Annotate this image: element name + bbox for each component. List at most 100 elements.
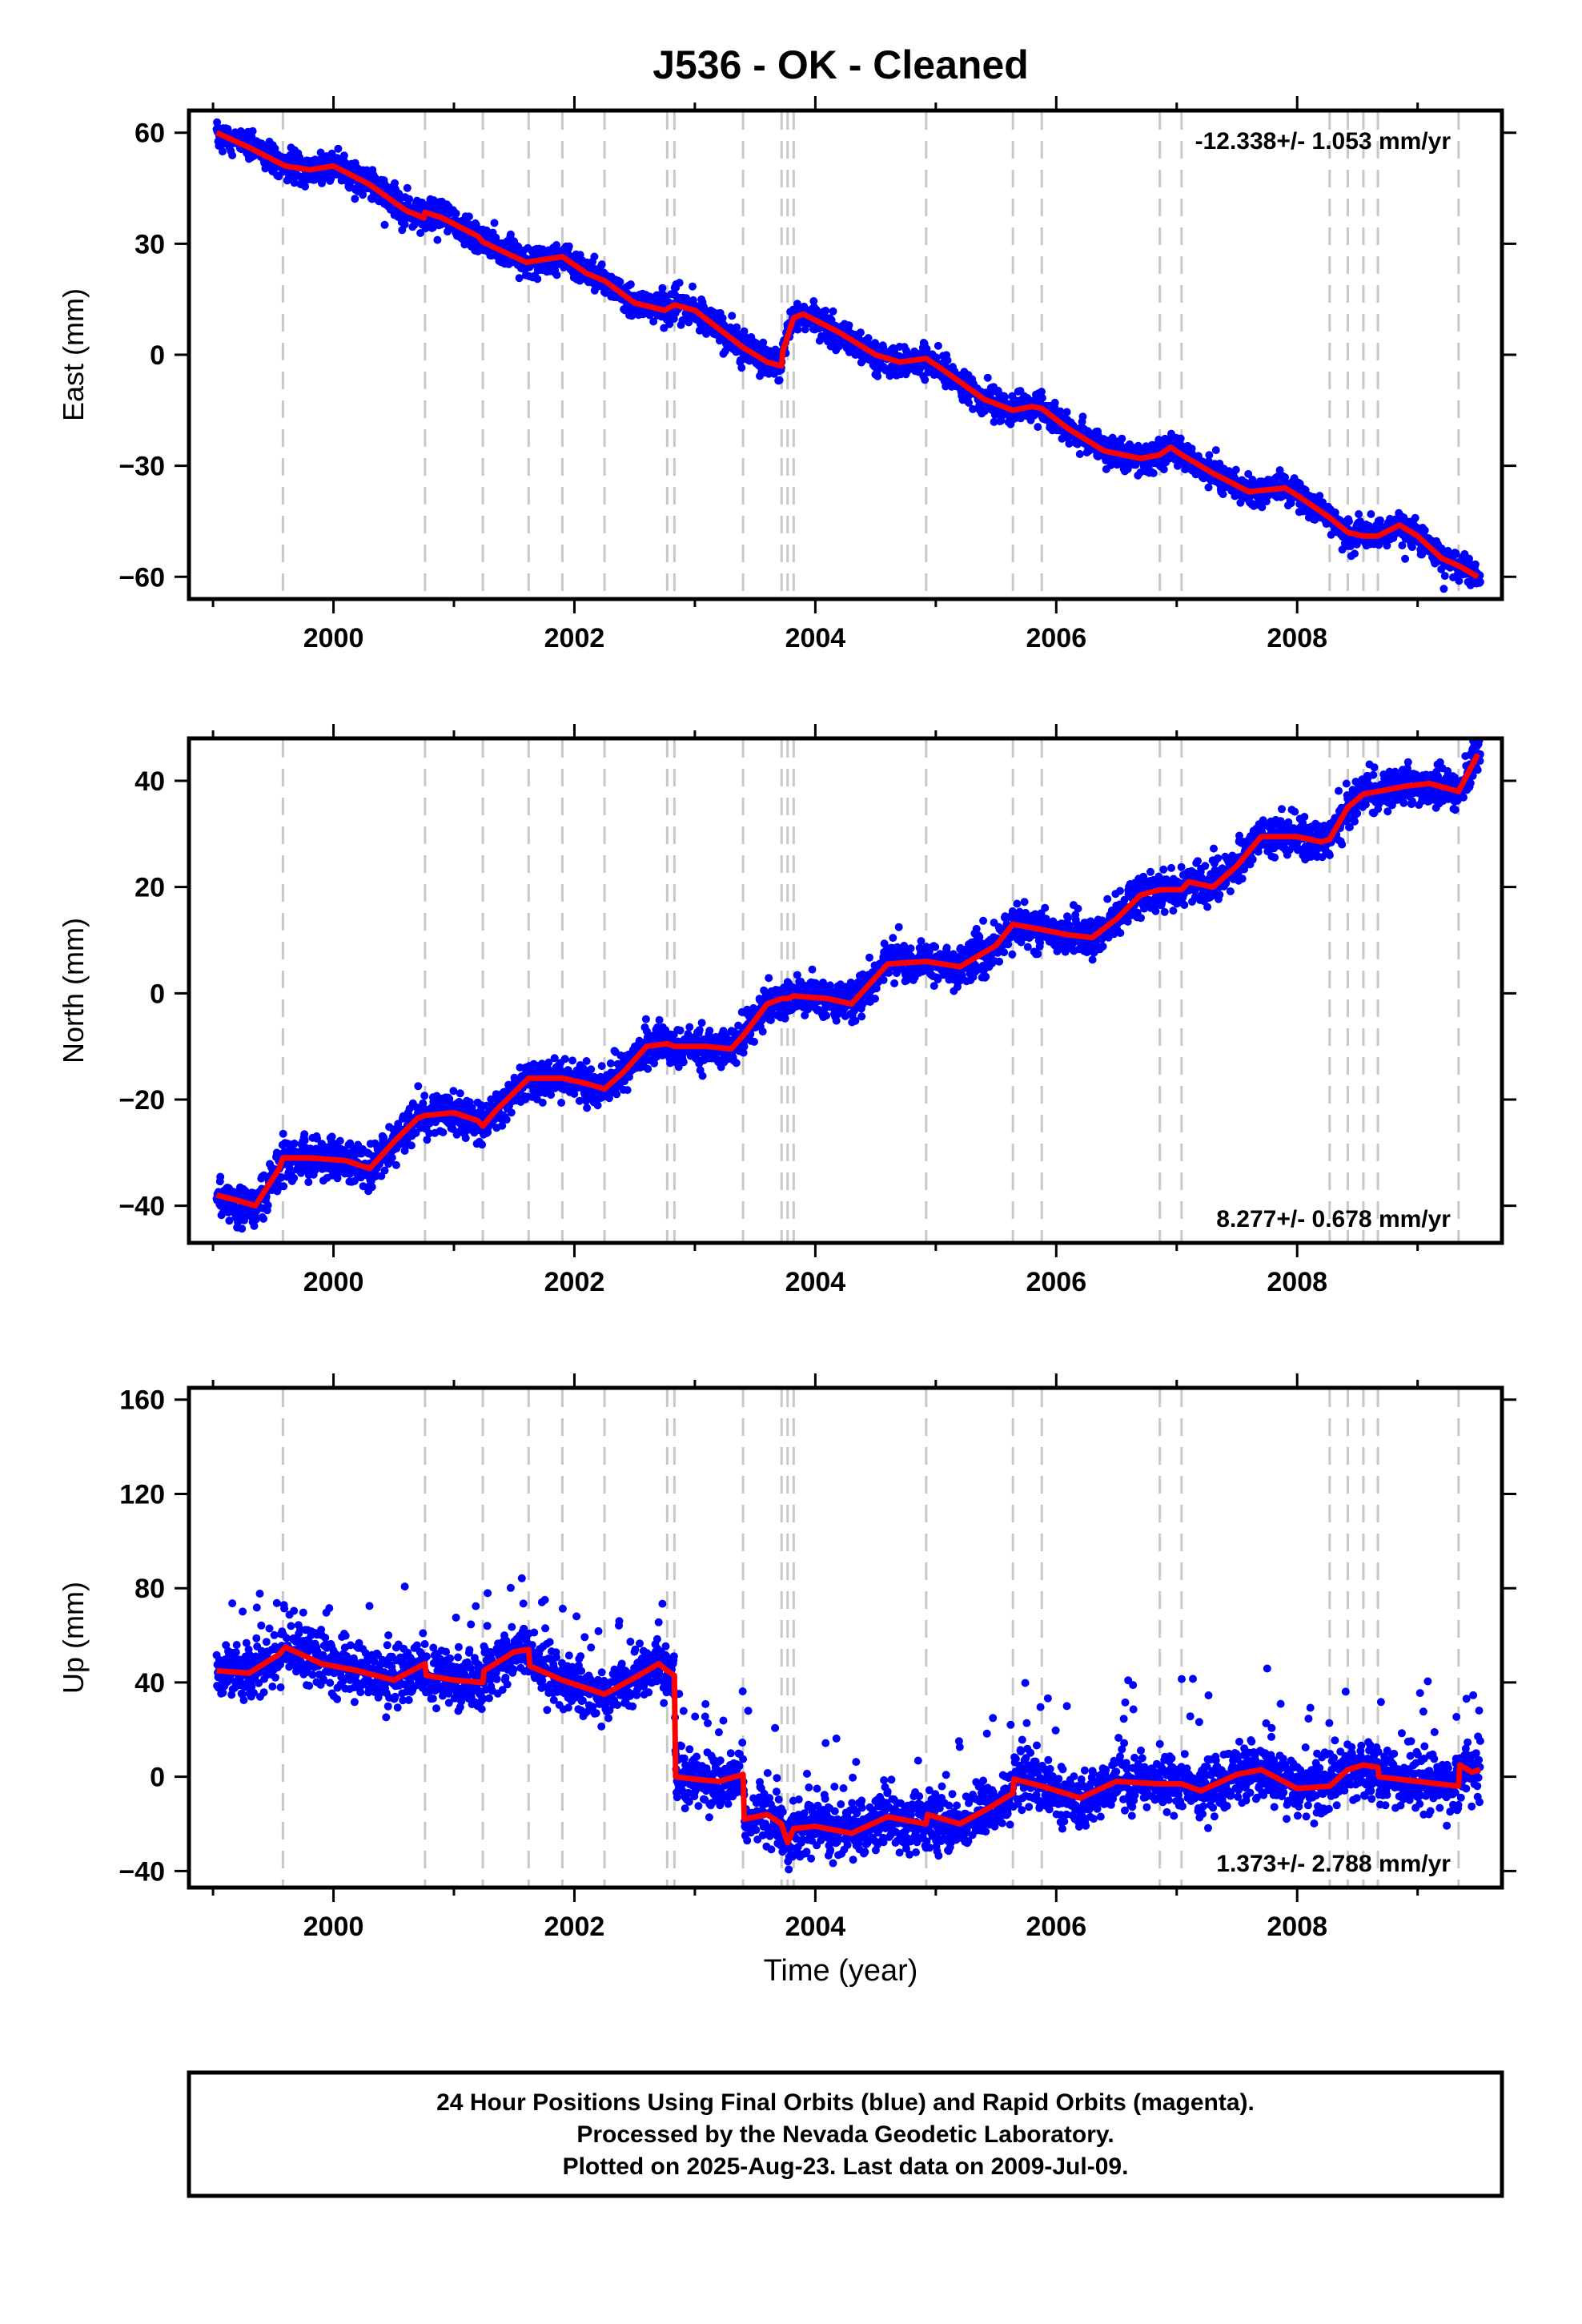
position-point <box>732 1059 741 1068</box>
position-point <box>809 297 818 305</box>
position-point <box>612 1090 621 1099</box>
position-point <box>650 1059 659 1068</box>
position-point <box>1062 408 1071 416</box>
position-point <box>642 1027 651 1035</box>
position-point <box>1439 585 1448 593</box>
position-point <box>593 1101 602 1110</box>
position-point <box>448 1124 457 1133</box>
position-point <box>568 1056 576 1065</box>
position-point <box>538 1098 547 1107</box>
position-point <box>461 1134 470 1143</box>
position-point <box>423 1136 432 1144</box>
position-point <box>1078 412 1087 421</box>
position-point <box>544 1058 553 1067</box>
position-point <box>697 1019 706 1027</box>
position-point <box>1204 483 1213 492</box>
position-point <box>583 1104 592 1112</box>
position-point <box>557 1099 566 1107</box>
position-point <box>464 212 473 221</box>
y-tick-label: 0 <box>150 340 165 371</box>
position-point <box>1351 549 1359 558</box>
position-point <box>587 1065 596 1074</box>
position-point <box>1367 510 1375 518</box>
position-point <box>641 1015 650 1023</box>
position-point <box>300 1130 309 1139</box>
position-point <box>728 312 737 320</box>
position-point <box>665 320 674 328</box>
position-point <box>550 1054 559 1063</box>
position-point <box>675 279 684 287</box>
position-point <box>1315 492 1324 501</box>
position-point <box>873 372 882 380</box>
x-tick-label: 2000 <box>303 623 364 653</box>
position-point <box>1065 440 1074 448</box>
position-point <box>740 1042 749 1051</box>
position-point <box>403 183 412 192</box>
position-point <box>414 1082 423 1091</box>
position-point <box>514 242 523 251</box>
position-point <box>507 1108 516 1117</box>
position-point <box>626 280 635 289</box>
position-point <box>533 275 542 283</box>
position-point <box>407 1141 416 1150</box>
position-point <box>515 274 524 283</box>
position-point <box>1440 572 1449 581</box>
position-point <box>263 1201 272 1209</box>
chart-title: J536 - OK - Cleaned <box>652 42 1029 87</box>
position-point <box>679 1058 688 1067</box>
position-point <box>864 334 873 343</box>
position-point <box>676 1026 685 1035</box>
position-point <box>1056 407 1065 416</box>
position-point <box>739 1048 748 1057</box>
position-point <box>1123 464 1132 473</box>
position-point <box>921 376 930 384</box>
position-point <box>590 252 599 261</box>
position-point <box>478 1140 487 1149</box>
position-point <box>685 1023 694 1031</box>
position-point <box>301 182 310 191</box>
position-point <box>400 220 409 229</box>
position-point <box>879 343 888 352</box>
position-point <box>405 195 414 203</box>
position-point <box>259 1171 268 1180</box>
position-point <box>943 356 952 364</box>
position-point <box>1476 571 1484 580</box>
position-point <box>391 1160 400 1169</box>
position-point <box>433 235 442 244</box>
position-point <box>597 260 606 269</box>
position-point <box>379 1133 388 1142</box>
x-tick-label: 2002 <box>544 623 605 653</box>
position-point <box>250 1221 259 1230</box>
position-point <box>468 1104 476 1112</box>
position-point <box>623 1086 632 1095</box>
position-point <box>1154 436 1163 444</box>
position-point <box>678 316 687 324</box>
position-point <box>327 1132 336 1141</box>
position-point <box>1275 466 1284 475</box>
position-point <box>1211 446 1220 455</box>
position-point <box>655 1015 664 1024</box>
position-point <box>271 144 279 153</box>
position-point <box>705 1027 714 1035</box>
position-point <box>380 1166 389 1175</box>
position-point <box>1034 423 1042 432</box>
position-point <box>1471 560 1480 569</box>
position-point <box>248 127 257 135</box>
position-point <box>1118 434 1126 443</box>
position-point <box>1075 450 1084 458</box>
position-point <box>829 307 837 316</box>
position-point <box>498 1121 507 1130</box>
position-point <box>660 324 669 332</box>
position-point <box>1205 451 1214 460</box>
position-point <box>856 328 865 337</box>
position-point <box>821 307 830 315</box>
position-point <box>1420 526 1429 535</box>
position-point <box>969 404 978 413</box>
position-point <box>350 1176 359 1185</box>
position-point <box>1345 517 1353 525</box>
position-point <box>456 1089 464 1098</box>
position-point <box>644 1064 652 1073</box>
